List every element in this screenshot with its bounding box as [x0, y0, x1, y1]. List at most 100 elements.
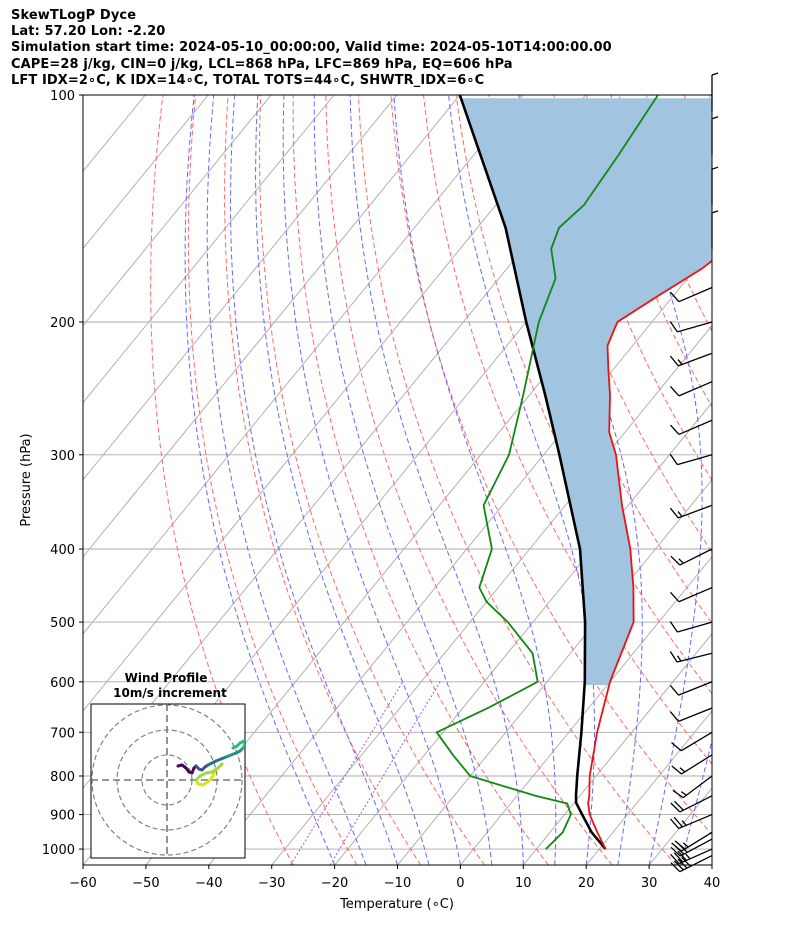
dry-adiabat [520, 95, 712, 553]
moist-adiabat [610, 95, 703, 865]
barb-staff [679, 854, 713, 873]
moist-adiabat [393, 95, 557, 865]
barb-feather [677, 850, 687, 861]
dry-adiabat [292, 95, 549, 865]
wind-barb [711, 72, 719, 111]
dry-adiabat [585, 95, 712, 408]
barb-feather [670, 555, 681, 566]
barb-feather [673, 816, 683, 828]
hodograph-segment [231, 744, 239, 750]
barb-feather [670, 386, 680, 397]
barb-staff [680, 831, 713, 852]
barb-half-feather [711, 116, 719, 120]
y-tick-label: 900 [50, 809, 75, 824]
wind-barb [671, 831, 713, 852]
y-tick-label: 600 [50, 676, 75, 691]
barb-half-feather [677, 511, 683, 517]
y-tick-label: 200 [50, 316, 75, 331]
x-tick-label: 0 [456, 876, 464, 891]
x-tick-label: −10 [384, 876, 411, 891]
barb-feather [677, 858, 688, 869]
axis-ticks: −60 −50 −40 −30 −20 −10 0 10 20 30 40 100 200 300 400 5… [42, 89, 720, 891]
wind-barb [669, 321, 713, 333]
wind-barb [669, 453, 713, 466]
indices-line-2: LFT IDX=2∘C, K IDX=14∘C, TOTAL TOTS=44∘C… [11, 73, 485, 88]
x-tick-label: −40 [195, 876, 222, 891]
y-tick-label: 700 [50, 726, 75, 741]
y-tick-label: 800 [50, 770, 75, 785]
wind-barb [670, 381, 713, 397]
barb-half-feather [680, 791, 687, 796]
times-line: Simulation start time: 2024-05-10_00:00:… [11, 40, 612, 55]
barb-feather [669, 507, 679, 519]
barb-staff [678, 707, 713, 722]
hodograph-title: Wind Profile [125, 671, 208, 685]
isotherm [523, 633, 712, 865]
barb-staff [677, 621, 713, 633]
barb-feather [671, 765, 682, 775]
location-line: Lat: 57.20 Lon: -2.20 [11, 24, 166, 39]
wind-barbs [669, 72, 719, 873]
barb-staff [680, 731, 713, 752]
dry-adiabat [150, 95, 294, 865]
wind-barb [670, 586, 713, 603]
isotherm [83, 95, 272, 327]
hodograph-frame [90, 703, 246, 859]
cape-shading [460, 98, 712, 685]
indices-line-1: CAPE=28 j/kg, CIN=0 j/kg, LCL=868 hPa, L… [11, 57, 513, 72]
x-tick-label: −50 [132, 876, 159, 891]
barb-feather [669, 355, 679, 367]
wind-barb [669, 352, 713, 367]
barb-staff [678, 286, 713, 303]
y-tick-label: 500 [50, 616, 75, 631]
barb-feather [669, 621, 678, 633]
barb-staff [676, 652, 713, 663]
x-tick-label: −30 [258, 876, 285, 891]
barb-staff [679, 838, 713, 857]
x-tick-label: 30 [641, 876, 658, 891]
barb-feather [671, 742, 682, 752]
barb-feather [669, 321, 678, 333]
isotherm [83, 95, 524, 635]
barb-staff [678, 419, 713, 436]
isotherm [83, 95, 461, 558]
wind-barb [670, 795, 713, 813]
wind-barb [711, 116, 719, 155]
x-tick-label: −20 [321, 876, 348, 891]
wind-barb [670, 286, 713, 303]
moist-adiabat [255, 95, 430, 865]
barb-half-feather [677, 359, 683, 365]
x-tick-label: 40 [704, 876, 721, 891]
barb-half-feather [677, 655, 682, 662]
wind-barb [669, 504, 713, 519]
mixing-ratio-line [290, 681, 404, 865]
wind-barb [711, 166, 719, 206]
isotherm [0, 95, 20, 865]
barb-half-feather [711, 210, 719, 214]
barb-staff [679, 548, 713, 566]
dry-adiabat [357, 95, 677, 865]
isotherm [460, 556, 712, 865]
barb-feather [670, 424, 680, 435]
barb-staff [677, 454, 713, 466]
isotherm [711, 864, 712, 865]
wind-barb [671, 754, 713, 775]
barb-feather [671, 842, 682, 852]
barb-staff [678, 681, 713, 696]
moist-adiabat [313, 95, 493, 865]
barb-staff [679, 795, 713, 813]
wind-barb [669, 813, 713, 830]
barb-staff [678, 848, 713, 865]
barb-staff [678, 813, 713, 830]
chart-title: SkewTLogP Dyce [11, 8, 137, 23]
barb-feather [669, 453, 678, 466]
barb-staff [678, 381, 713, 397]
isotherm [0, 95, 82, 865]
x-tick-label: 10 [515, 876, 532, 891]
wind-barb [711, 210, 719, 249]
barb-feather [669, 711, 680, 722]
y-axis-label: Pressure (hPa) [19, 433, 34, 526]
wind-barb [670, 419, 713, 436]
barb-feather [669, 651, 678, 663]
